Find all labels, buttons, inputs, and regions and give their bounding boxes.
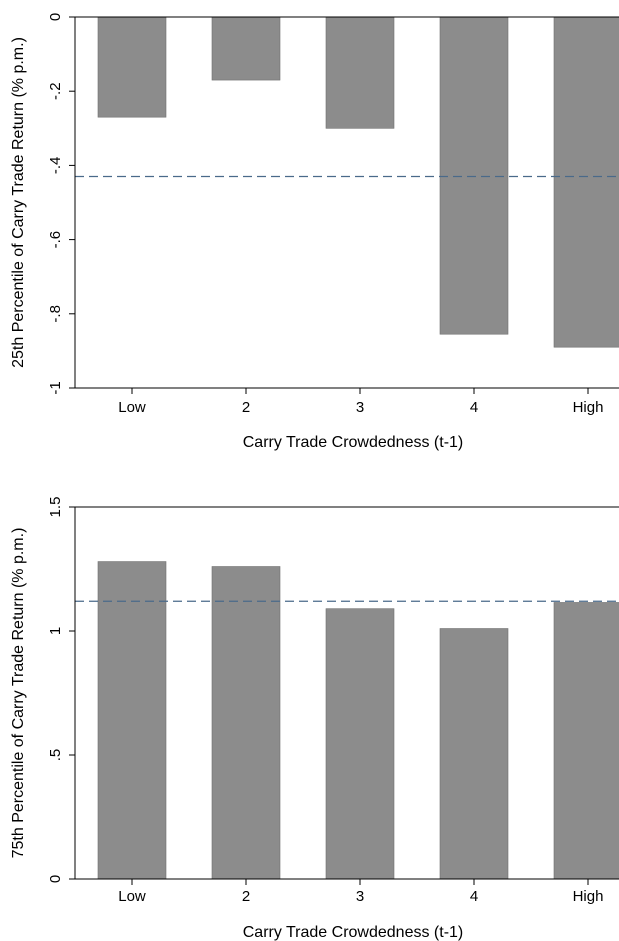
chart-top-y-axis-title: 25th Percentile of Carry Trade Return (%… [10, 37, 27, 368]
chart-bottom-x-tick-label-0: Low [118, 888, 146, 905]
chart-bottom-y-tick-label-1: .5 [47, 749, 64, 762]
chart-bottom-bars [97, 561, 619, 880]
chart-bottom-bar-0 [97, 561, 167, 880]
chart-bottom-x-tick-label-3: 4 [470, 888, 478, 905]
chart-bottom-x-ticks: Low 2 3 4 High [118, 879, 603, 905]
chart-bottom-y-ticks: 0 .5 1 1.5 [47, 497, 75, 883]
chart-top-x-tick-label-0: Low [118, 399, 146, 416]
chart-bottom-y-tick-label-0: 0 [47, 875, 64, 883]
chart-top-y-tick-label-4: -.8 [47, 305, 64, 323]
chart-top-x-tick-label-3: 4 [470, 399, 478, 416]
chart-top-x-axis-title: Carry Trade Crowdedness (t-1) [243, 434, 464, 451]
chart-bottom-x-tick-label-4: High [573, 888, 604, 905]
chart-bottom-y-axis-title: 75th Percentile of Carry Trade Return (%… [10, 528, 27, 859]
chart-bottom-y-tick-label-3: 1.5 [47, 497, 64, 518]
chart-top: 0 -.2 -.4 -.6 -.8 -1 Low 2 3 4 High Carry Trade C… [10, 13, 619, 451]
chart-top-bar-3 [439, 16, 509, 335]
chart-bottom-x-tick-label-1: 2 [242, 888, 250, 905]
chart-top-bar-0 [97, 16, 167, 118]
chart-top-bar-1 [211, 16, 281, 81]
chart-top-y-tick-label-5: -1 [47, 381, 64, 394]
chart-top-x-tick-label-1: 2 [242, 399, 250, 416]
chart-top-x-tick-label-2: 3 [356, 399, 364, 416]
chart-top-y-tick-label-0: 0 [47, 13, 64, 21]
chart-top-bar-2 [325, 16, 395, 129]
chart-bottom-bar-3 [439, 628, 509, 880]
chart-top-x-ticks: Low 2 3 4 High [118, 388, 603, 416]
chart-top-bar-4 [553, 16, 619, 348]
chart-bottom-y-tick-label-2: 1 [47, 627, 64, 635]
chart-top-y-tick-label-1: -.2 [47, 82, 64, 100]
chart-top-y-ticks: 0 -.2 -.4 -.6 -.8 -1 [47, 13, 75, 395]
chart-top-x-tick-label-4: High [573, 399, 604, 416]
chart-bottom-bar-4 [553, 602, 619, 880]
chart-top-bars [97, 16, 619, 348]
chart-bottom-x-tick-label-2: 3 [356, 888, 364, 905]
chart-top-y-tick-label-3: -.6 [47, 231, 64, 249]
chart-bottom-bar-2 [325, 608, 395, 880]
chart-top-y-tick-label-2: -.4 [47, 157, 64, 175]
chart-bottom-x-axis-title: Carry Trade Crowdedness (t-1) [243, 924, 464, 941]
chart-bottom: 0 .5 1 1.5 Low 2 3 4 High Carry Trade Crowdedne… [10, 497, 619, 941]
chart-bottom-bar-1 [211, 566, 281, 880]
